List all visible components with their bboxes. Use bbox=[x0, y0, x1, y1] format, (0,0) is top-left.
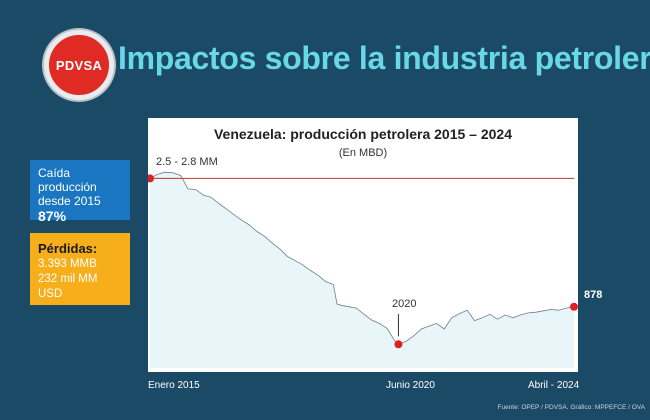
logo-text: PDVSA bbox=[55, 57, 103, 73]
losses-usd: 232 mil MM USD bbox=[38, 273, 98, 300]
losses-box: Pérdidas: 3.393 MMB 232 mil MM USD bbox=[30, 233, 130, 305]
highlight-point-2 bbox=[570, 302, 578, 311]
chart-panel: Venezuela: producción petrolera 2015 – 2… bbox=[148, 118, 578, 372]
x-tick-label-mid: Junio 2020 bbox=[386, 380, 435, 391]
page-headline: Impactos sobre la industria petrolera bbox=[118, 40, 650, 76]
chart-title: Venezuela: producción petrolera 2015 – 2… bbox=[213, 126, 513, 142]
source-note: Fuente: OPEP / PDVSA. Gráfico: MPPEFCE /… bbox=[497, 404, 645, 411]
pdvsa-logo: PDVSA bbox=[44, 30, 114, 100]
losses-title: Pérdidas: bbox=[38, 241, 98, 256]
reference-line-label: 2.5 - 2.8 MM bbox=[156, 156, 218, 168]
drop-label-line2: desde 2015 bbox=[38, 194, 101, 208]
chart-subtitle: (En MBD) bbox=[338, 147, 388, 159]
production-area bbox=[150, 172, 574, 368]
production-line bbox=[149, 171, 575, 345]
production-drop-box: Caída producción desde 2015 87% bbox=[30, 160, 130, 224]
drop-value: 87% bbox=[38, 208, 67, 224]
production-chart bbox=[148, 171, 578, 368]
drop-label-line1: Caída producción bbox=[38, 166, 97, 194]
end-value-label: 878 bbox=[584, 289, 603, 301]
highlight-point-1 bbox=[394, 340, 403, 349]
losses-barrels: 3.393 MMB bbox=[38, 258, 97, 270]
x-tick-label-start: Enero 2015 bbox=[148, 380, 200, 391]
highlight-point-0 bbox=[148, 174, 154, 183]
x-tick-label-end: Abril - 2024 bbox=[528, 380, 580, 391]
covid-year-label: 2020 bbox=[392, 298, 417, 310]
